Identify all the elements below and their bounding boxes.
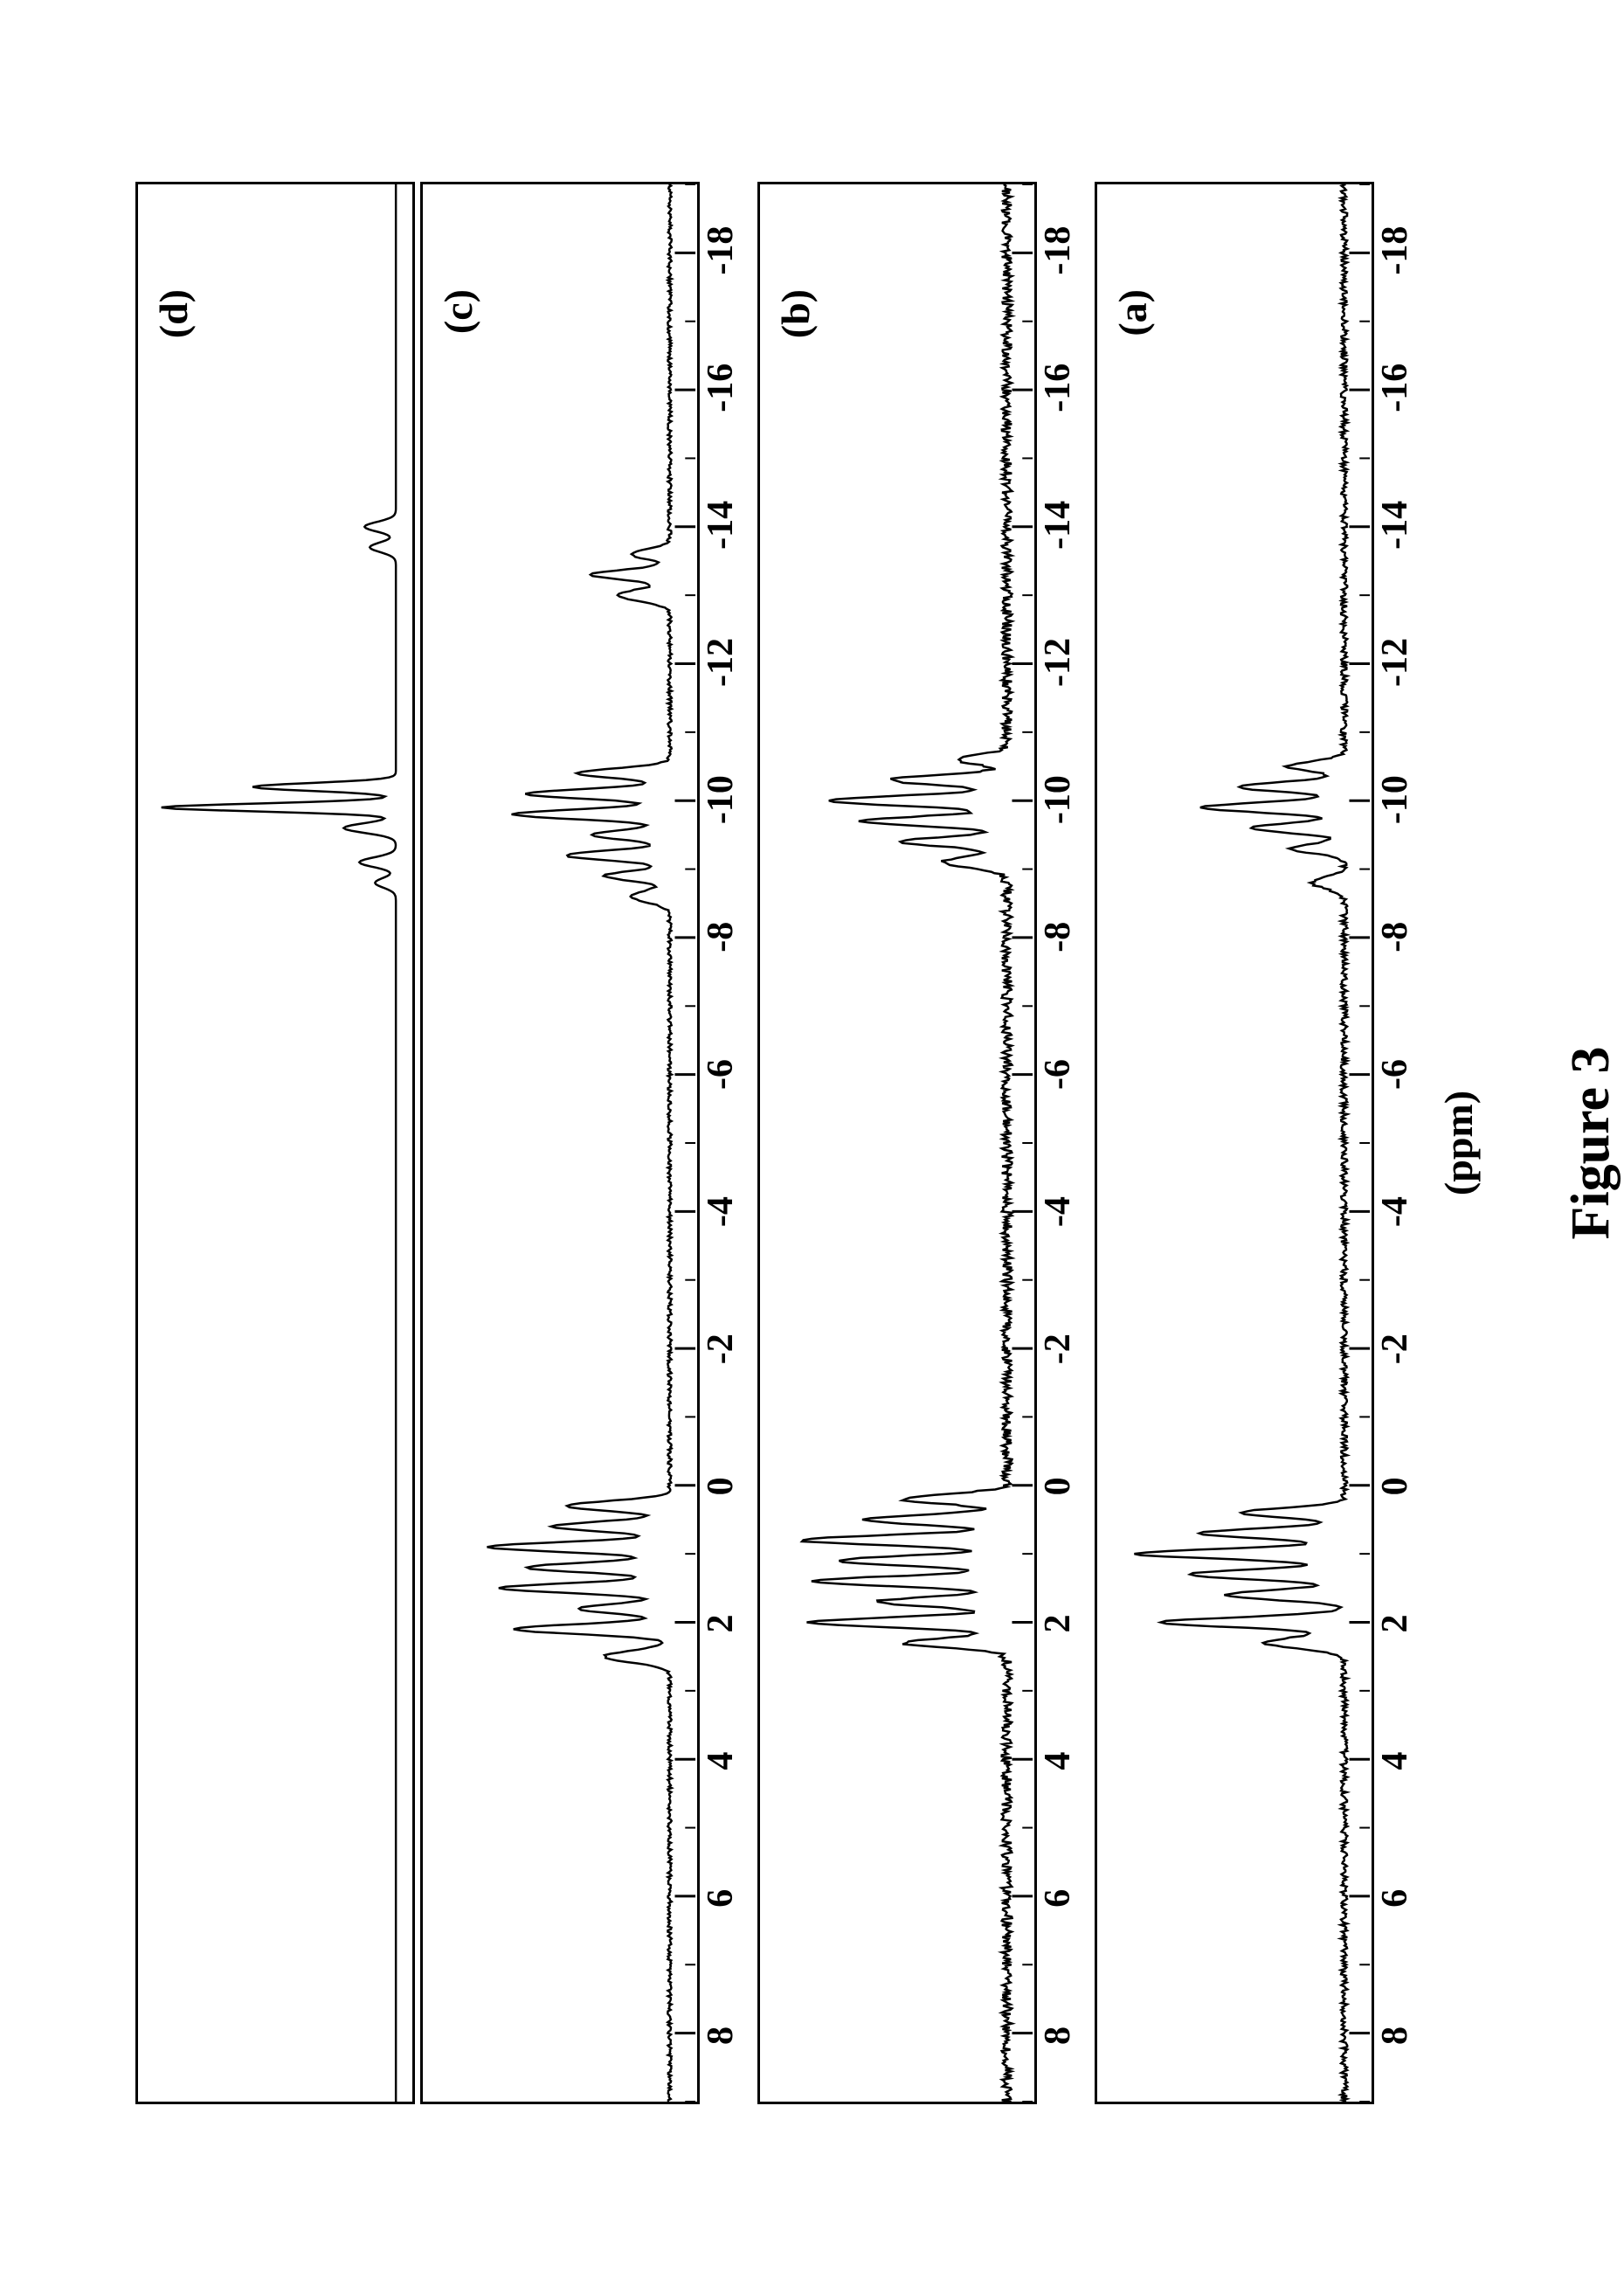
- spectrum-panel-b: (b): [757, 182, 1037, 2104]
- tick-label: -16: [700, 364, 742, 412]
- x-axis-title: (ppm): [1435, 1091, 1482, 1195]
- tick-label: 0: [700, 1477, 742, 1495]
- spectrum-panel-d: (d): [135, 182, 415, 2104]
- tick-label: -2: [1037, 1334, 1079, 1364]
- tick-label: -18: [1037, 226, 1079, 275]
- tick-label: 4: [700, 1752, 742, 1770]
- tick-label: -18: [1374, 226, 1416, 275]
- tick-row-a: 8 6 4 2 0 -2 -4 -6 -8 -10 -12 -14 -16 -18: [1374, 182, 1427, 2104]
- tick-label: -2: [700, 1334, 742, 1364]
- tick-label: -4: [1374, 1196, 1416, 1227]
- panel-label-b: (b): [772, 289, 819, 338]
- tick-label: -4: [700, 1196, 742, 1227]
- figure-caption: Figure 3: [1560, 1047, 1622, 1240]
- spectrum-panel-a: (a): [1095, 182, 1374, 2104]
- tick-label: -6: [700, 1059, 742, 1090]
- tick-label: -8: [1374, 922, 1416, 952]
- tick-label: 4: [1037, 1752, 1079, 1770]
- spectrum-svg-c: [423, 184, 697, 2102]
- tick-label: -12: [1374, 638, 1416, 687]
- tick-label: -4: [1037, 1196, 1079, 1227]
- panel-label-d: (d): [150, 289, 197, 338]
- tick-row-b: 8 6 4 2 0 -2 -4 -6 -8 -10 -12 -14 -16 -18: [1037, 182, 1089, 2104]
- tick-label: 6: [1037, 1889, 1079, 1908]
- tick-label: 4: [1374, 1752, 1416, 1770]
- tick-label: -8: [700, 922, 742, 952]
- panel-label-c: (c): [435, 289, 481, 334]
- tick-label: -6: [1037, 1059, 1079, 1090]
- tick-label: -18: [700, 226, 742, 275]
- tick-label: -8: [1037, 922, 1079, 952]
- tick-label: -16: [1374, 364, 1416, 412]
- tick-label: 8: [1374, 2026, 1416, 2045]
- spectrum-svg-b: [760, 184, 1034, 2102]
- tick-label: -10: [700, 775, 742, 824]
- tick-label: 2: [1037, 1615, 1079, 1633]
- tick-label: 8: [1037, 2026, 1079, 2045]
- tick-label: 0: [1374, 1477, 1416, 1495]
- tick-label: 6: [700, 1889, 742, 1908]
- tick-row-c: 8 6 4 2 0 -2 -4 -6 -8 -10 -12 -14 -16 -18: [700, 182, 752, 2104]
- tick-label: -10: [1374, 775, 1416, 824]
- tick-label: 8: [700, 2026, 742, 2045]
- tick-label: -2: [1374, 1334, 1416, 1364]
- tick-label: 2: [700, 1615, 742, 1633]
- figure-container: (d) (c) 8 6 4 2 0 -2 -4 -6 -8 -10 -12 -14 -16 -18 (b)…: [135, 182, 1489, 2104]
- spectrum-svg-d: [138, 184, 412, 2102]
- tick-label: -10: [1037, 775, 1079, 824]
- tick-label: 2: [1374, 1615, 1416, 1633]
- panel-label-a: (a): [1109, 289, 1156, 336]
- tick-label: -12: [1037, 638, 1079, 687]
- tick-label: -14: [1374, 501, 1416, 550]
- tick-label: 0: [1037, 1477, 1079, 1495]
- tick-label: -6: [1374, 1059, 1416, 1090]
- tick-label: -14: [700, 501, 742, 550]
- spectrum-panel-c: (c): [420, 182, 700, 2104]
- spectra-panels: (d) (c) 8 6 4 2 0 -2 -4 -6 -8 -10 -12 -14 -16 -18 (b)…: [135, 182, 1427, 2104]
- spectrum-svg-a: [1097, 184, 1372, 2102]
- tick-label: -14: [1037, 501, 1079, 550]
- tick-label: 6: [1374, 1889, 1416, 1908]
- tick-label: -16: [1037, 364, 1079, 412]
- tick-label: -12: [700, 638, 742, 687]
